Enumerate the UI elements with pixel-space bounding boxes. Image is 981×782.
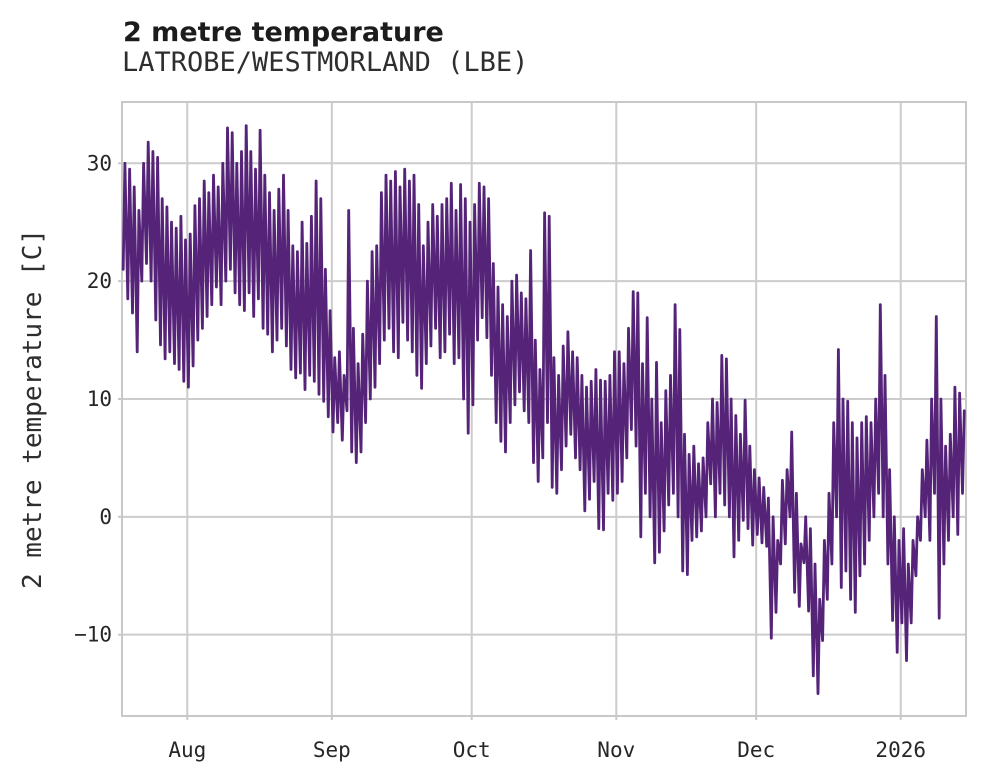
x-tick-label: Sep bbox=[313, 738, 351, 762]
y-tick-label: −10 bbox=[74, 623, 112, 647]
page-title: 2 metre temperature bbox=[123, 17, 444, 48]
y-tick-label: 30 bbox=[87, 151, 112, 175]
x-tick-label: Aug bbox=[168, 738, 206, 762]
x-tick-label: 2026 bbox=[875, 738, 926, 762]
y-tick-label: 10 bbox=[87, 387, 112, 411]
y-tick-label: 0 bbox=[99, 505, 112, 529]
x-tick-label: Oct bbox=[453, 738, 491, 762]
y-tick-label: 20 bbox=[87, 269, 112, 293]
x-tick-label: Nov bbox=[597, 738, 635, 762]
plot-frame bbox=[121, 101, 967, 717]
chart-subtitle: LATROBE/WESTMORLAND (LBE) bbox=[122, 47, 529, 78]
x-tick-label: Dec bbox=[737, 738, 775, 762]
temperature-line bbox=[121, 124, 966, 695]
